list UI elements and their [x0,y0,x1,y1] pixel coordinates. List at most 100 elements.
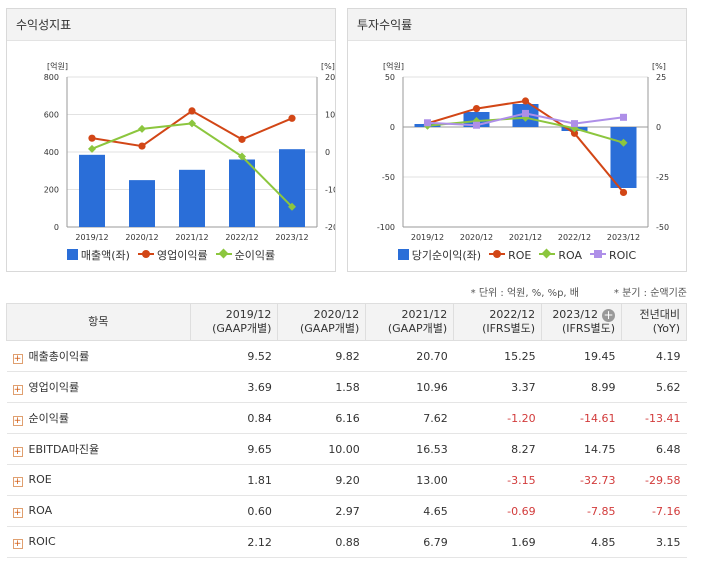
value-cell: -29.58 [621,464,687,496]
profitability-panel: 수익성지표 0 200 400 600 800 -20 -10 0 10 20 [억원] [%] 201… [6,8,336,272]
profit-legend-item[interactable]: 매출액(좌) [66,247,130,263]
roi-category-label: 2021/12 [509,233,542,242]
row-label: ROA [28,504,53,517]
value-cell: 3.15 [621,526,687,558]
profitability-table: 항목 2019/12 (GAAP개별) 2020/12 (GAAP개별) 2021/12… [6,303,687,558]
expand-plus-icon[interactable]: + [602,308,616,322]
roi-left-tick-label: 50 [385,73,395,82]
roi-category-label: 2022/12 [558,233,591,242]
profit-legend-item[interactable]: 순이익률 [215,247,276,263]
profit-right-tick-label: -20 [325,223,335,232]
legend-marker [493,249,502,258]
value-cell: 1.81 [190,464,278,496]
row-label-cell: + ROIC [6,526,191,558]
expand-row-icon[interactable]: + [12,416,23,426]
value-cell: -1.20 [453,402,542,434]
value-cell: 1.58 [277,371,366,403]
roi-legend-item[interactable]: ROE [489,249,531,262]
roi-point [570,129,579,137]
roi-point [521,97,530,105]
expand-row-icon[interactable]: + [12,447,23,457]
quarter-note: * 분기 : 순액기준 [613,288,687,299]
roi-point [472,105,481,113]
row-label-cell: + 순이익률 [6,402,191,434]
legend-label: 순이익률 [234,249,276,262]
profit-legend-item[interactable]: 영업이익률 [137,247,208,263]
profit-bar [179,169,205,227]
expand-row-icon[interactable]: + [12,354,23,364]
profit-point [238,152,246,161]
roi-category-label: 2020/12 [460,233,493,242]
value-cell: 10.96 [365,371,454,403]
legend-label: 당기순이익(좌) [411,249,482,262]
expand-row-icon[interactable]: + [12,508,23,518]
profit-bar [279,149,305,227]
column-basis: (YoY) [652,322,680,335]
column-header: 전년대비 (YoY) [621,303,687,341]
value-cell: 2.12 [190,526,278,558]
value-cell: 14.75 [541,433,622,465]
value-cell: 6.16 [277,402,366,434]
column-header: 2021/12 (GAAP개별) [365,303,455,341]
roi-point [620,113,627,121]
row-label: 영업이익률 [28,381,80,394]
roi-left-tick-label: 0 [390,123,395,132]
legend-label: 영업이익률 [156,249,208,262]
roi-point [619,188,628,197]
legend-marker [141,250,150,258]
investment-return-chart: -100 -50 0 50 -50 -25 0 25 [억원] [%] 2019/12 2020/12… [377,61,669,242]
roi-legend-item[interactable]: 당기순이익(좌) [397,247,482,263]
legend-line-swatch [137,249,154,259]
value-cell: 9.20 [277,464,366,496]
roi-point [571,120,578,128]
row-label: EBITDA마진율 [28,443,100,456]
legend-line-swatch [539,248,556,259]
profit-category-label: 2022/12 [225,233,258,242]
roi-legend-item[interactable]: ROA [539,248,582,262]
item-column-header: 항목 [6,303,191,341]
column-basis: (IFRS별도) [482,322,536,335]
profit-point [238,135,246,143]
value-cell: 0.84 [190,402,278,434]
row-label-cell: + EBITDA마진율 [6,433,191,465]
legend-marker [541,248,552,258]
column-year: 2019/12 [225,308,272,321]
column-header: 2020/12 (GAAP개별) [277,303,367,341]
roi-point [619,138,628,147]
legend-bar-swatch [66,249,78,260]
profit-right-tick-label: 10 [325,111,335,120]
value-cell: -7.85 [541,495,622,527]
profit-category-label: 2020/12 [125,233,158,242]
table-row: + EBITDA마진율 9.65 10.00 16.53 8.27 14.75 6.48 [6,433,687,465]
expand-row-icon[interactable]: + [12,477,23,487]
value-cell: 0.60 [190,495,278,527]
profit-right-tick-label: -10 [325,186,335,195]
value-cell: -14.61 [541,402,622,434]
unit-note: * 단위 : 억원, %, %p, 배 [470,288,579,299]
profitability-panel-title: 수익성지표 [7,9,335,41]
row-label: 순이익률 [28,412,69,425]
profit-point [88,144,96,153]
profit-left-tick-label: 800 [44,73,59,82]
legend-label: 매출액(좌) [80,249,130,262]
roi-point [522,109,529,117]
roi-legend-item[interactable]: ROIC [589,249,636,262]
roi-left-unit: [억원] [383,61,404,71]
value-cell: 9.52 [190,340,278,372]
row-label-cell: + 매출총이익률 [6,340,191,372]
row-label: ROE [28,473,52,486]
expand-row-icon[interactable]: + [12,385,23,395]
value-cell: 0.88 [277,526,366,558]
value-cell: -32.73 [541,464,622,496]
column-year: 2020/12 [313,308,360,321]
roi-point [473,121,480,129]
value-cell: 13.00 [365,464,454,496]
profit-bar [129,180,155,227]
profit-left-tick-label: 0 [54,223,59,232]
expand-row-icon[interactable]: + [12,539,23,549]
profit-category-label: 2021/12 [175,233,208,242]
legend-marker [593,249,602,258]
profit-point [288,202,296,211]
value-cell: 19.45 [541,340,622,372]
row-label: ROIC [28,535,56,548]
